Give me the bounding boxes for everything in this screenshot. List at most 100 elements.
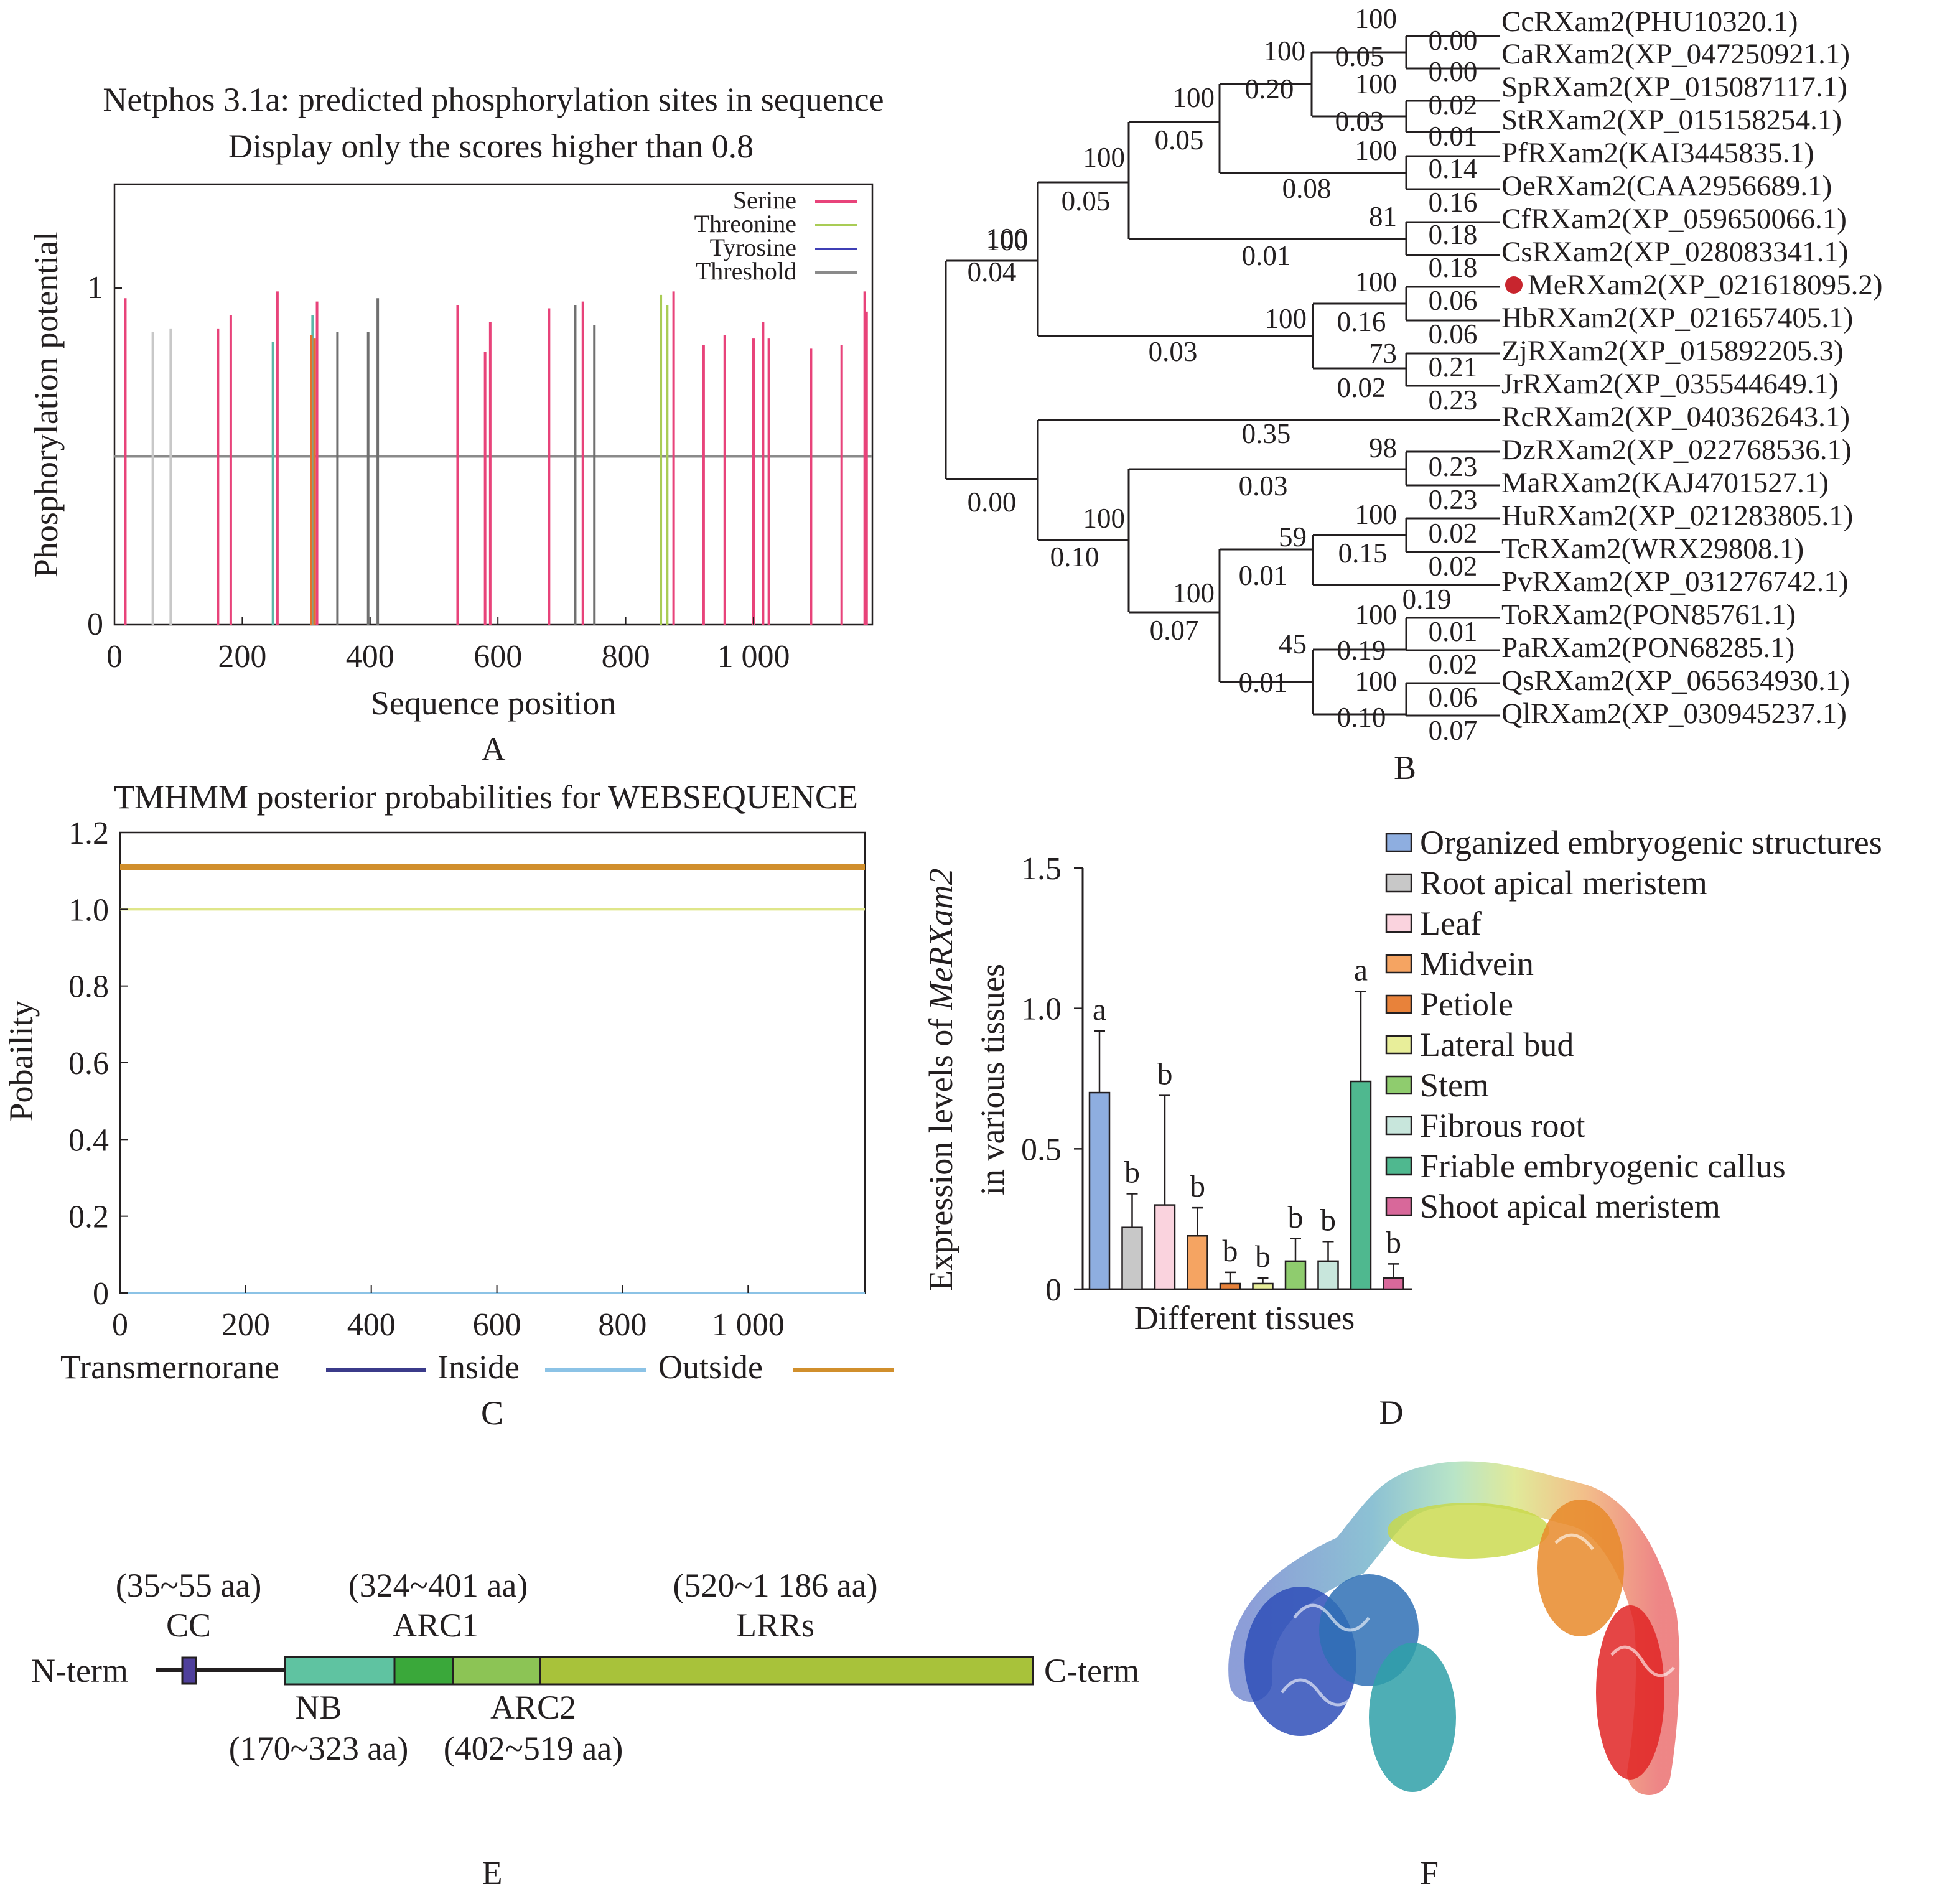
bootstrap-value: 100 bbox=[1355, 135, 1398, 166]
bootstrap-value: 73 bbox=[1369, 338, 1397, 369]
legend-swatch bbox=[1385, 1156, 1412, 1176]
taxon-label: CsRXam2(XP_028083341.1) bbox=[1501, 236, 1848, 268]
branch-length: 0.02 bbox=[1429, 90, 1478, 121]
branch-length: 0.35 bbox=[1242, 418, 1291, 449]
bootstrap-value: 100 bbox=[1083, 142, 1126, 173]
panel-d-ticks: 0 0.5 1.0 1.5 bbox=[1021, 851, 1083, 1308]
expression-bar bbox=[1317, 1260, 1339, 1290]
highlight-dot-icon bbox=[1505, 276, 1523, 294]
legend-label: Leaf bbox=[1420, 905, 1482, 942]
branch-length: 0.20 bbox=[1245, 73, 1294, 105]
panel-a-ylabel: Phosphorylation potential bbox=[27, 231, 65, 577]
panel-a-plot-frame bbox=[113, 183, 874, 626]
legend-swatch bbox=[1385, 1197, 1412, 1216]
x-tick-label: 0 bbox=[112, 1307, 128, 1343]
panel-c-title: TMHMM posterior probabilities for WEBSEQ… bbox=[114, 778, 858, 816]
bootstrap-value: 100 bbox=[1355, 266, 1398, 297]
branch-length: 0.05 bbox=[1155, 124, 1204, 156]
taxon-label: QlRXam2(XP_030945237.1) bbox=[1501, 698, 1847, 730]
taxon-label: CfRXam2(XP_059650066.1) bbox=[1501, 203, 1847, 235]
bootstrap-value: 45 bbox=[1279, 628, 1307, 660]
panel-b-letter: B bbox=[1394, 749, 1416, 786]
panel-c: TMHMM posterior probabilities for WEBSEQ… bbox=[2, 778, 894, 1432]
legend-label: Organized embryogenic structures bbox=[1420, 824, 1882, 861]
arc2-name-label: ARC2 bbox=[490, 1689, 576, 1726]
legend-label-outside: Outside bbox=[658, 1348, 763, 1386]
protein-structure-image bbox=[1228, 1461, 1680, 1795]
y-tick-label: 1.0 bbox=[1021, 992, 1062, 1027]
branch-length: 0.18 bbox=[1429, 252, 1478, 283]
panel-d-letter: D bbox=[1379, 1394, 1404, 1431]
taxon-label: StRXam2(XP_015158254.1) bbox=[1501, 104, 1842, 136]
cc-name-label: CC bbox=[166, 1607, 211, 1644]
x-tick-label: 600 bbox=[473, 1307, 521, 1343]
domain-arc1 bbox=[393, 1656, 454, 1686]
bootstrap-value: 100 bbox=[1264, 35, 1306, 67]
legend-label-transmembrane: Transmernorane bbox=[60, 1348, 279, 1386]
domain-arc2 bbox=[452, 1656, 541, 1686]
branch-length: 0.06 bbox=[1429, 285, 1478, 316]
branch-length: 0.01 bbox=[1239, 560, 1288, 591]
significance-letter: b bbox=[1320, 1202, 1336, 1237]
x-tick-label: 200 bbox=[222, 1307, 270, 1343]
lrrs-name-label: LRRs bbox=[736, 1607, 814, 1644]
lrrs-range-label: (520~1 186 aa) bbox=[673, 1567, 877, 1604]
legend-label-threonine: Threonine bbox=[694, 210, 796, 238]
legend-label: Lateral bud bbox=[1420, 1026, 1574, 1063]
expression-bar bbox=[1154, 1204, 1176, 1290]
bootstrap-value: 100 bbox=[1355, 68, 1398, 100]
branch-length: 0.14 bbox=[1429, 153, 1478, 184]
legend-label-serine: Serine bbox=[733, 186, 796, 214]
significance-letter: b bbox=[1190, 1169, 1205, 1203]
taxon-label: CcRXam2(PHU10320.1) bbox=[1501, 6, 1798, 38]
c-term-label: C-term bbox=[1044, 1652, 1139, 1689]
y-tick-label: 1 bbox=[87, 270, 103, 306]
legend-label-threshold: Threshold bbox=[696, 257, 796, 285]
legend-swatch bbox=[1385, 873, 1412, 893]
cc-range-label: (35~55 aa) bbox=[116, 1567, 262, 1604]
branch-length: 0.00 bbox=[1429, 25, 1478, 56]
branch-length: 0.02 bbox=[1429, 518, 1478, 549]
branch-length: 0.06 bbox=[1429, 682, 1478, 713]
taxon-label: ZjRXam2(XP_015892205.3) bbox=[1501, 335, 1844, 367]
bootstrap-value: 100 bbox=[1173, 82, 1215, 113]
expression-bar bbox=[1383, 1277, 1404, 1290]
expression-bar bbox=[1219, 1282, 1241, 1290]
legend-label-inside: Inside bbox=[437, 1348, 520, 1386]
panel-a-ticks: 0 200 400 600 800 1 000 0 1 bbox=[87, 270, 790, 674]
expression-bar bbox=[1121, 1226, 1143, 1290]
y-tick-label: 0 bbox=[87, 607, 103, 642]
x-tick-label: 600 bbox=[474, 639, 522, 674]
legend-label: Fibrous root bbox=[1420, 1107, 1585, 1144]
taxon-label: HbRXam2(XP_021657405.1) bbox=[1501, 302, 1853, 334]
significance-letter: b bbox=[1288, 1200, 1304, 1234]
panel-a-legend: Serine Threonine Tyrosine Threshold bbox=[694, 186, 857, 285]
taxon-label: TcRXam2(WRX29808.1) bbox=[1501, 533, 1804, 565]
panel-f: F bbox=[1228, 1461, 1680, 1892]
panel-a-letter: A bbox=[482, 730, 506, 768]
bootstrap-value: 100 bbox=[986, 223, 1029, 254]
panel-a-title: Netphos 3.1a: predicted phosphorylation … bbox=[103, 81, 884, 118]
panel-a-bars bbox=[124, 291, 868, 625]
taxon-label: RcRXam2(XP_040362643.1) bbox=[1501, 401, 1850, 433]
branch-length: 0.18 bbox=[1429, 219, 1478, 250]
taxon-label: PfRXam2(KAI3445835.1) bbox=[1501, 137, 1814, 169]
nb-range-label: (170~323 aa) bbox=[229, 1730, 409, 1767]
bootstrap-value: 100 bbox=[1355, 499, 1398, 530]
x-tick-label: 400 bbox=[346, 639, 394, 674]
tree-tip-labels: CcRXam2(PHU10320.1) CaRXam2(XP_047250921… bbox=[1501, 6, 1883, 730]
tree-bootstrap-values: 100 100 100 100 100 81 100 100 73 100 10… bbox=[986, 3, 1398, 697]
branch-length: 0.07 bbox=[1429, 715, 1478, 746]
branch-length: 0.03 bbox=[1335, 106, 1384, 137]
branch-length: 0.08 bbox=[1282, 173, 1332, 204]
legend-swatch bbox=[1385, 994, 1412, 1014]
taxon-label: PaRXam2(PON68285.1) bbox=[1501, 632, 1794, 664]
x-tick-label: 800 bbox=[602, 639, 650, 674]
legend-label: Midvein bbox=[1420, 945, 1534, 982]
panel-c-lines bbox=[120, 864, 865, 1294]
panel-c-ticks: 0 200 400 600 800 1 000 0 0.2 0.4 0.6 0.8 1.0 1.2 bbox=[68, 816, 785, 1343]
panel-a-subtitle: Display only the scores higher than 0.8 bbox=[228, 128, 754, 165]
branch-length: 0.01 bbox=[1429, 121, 1478, 152]
branch-length: 0.00 bbox=[968, 487, 1017, 518]
